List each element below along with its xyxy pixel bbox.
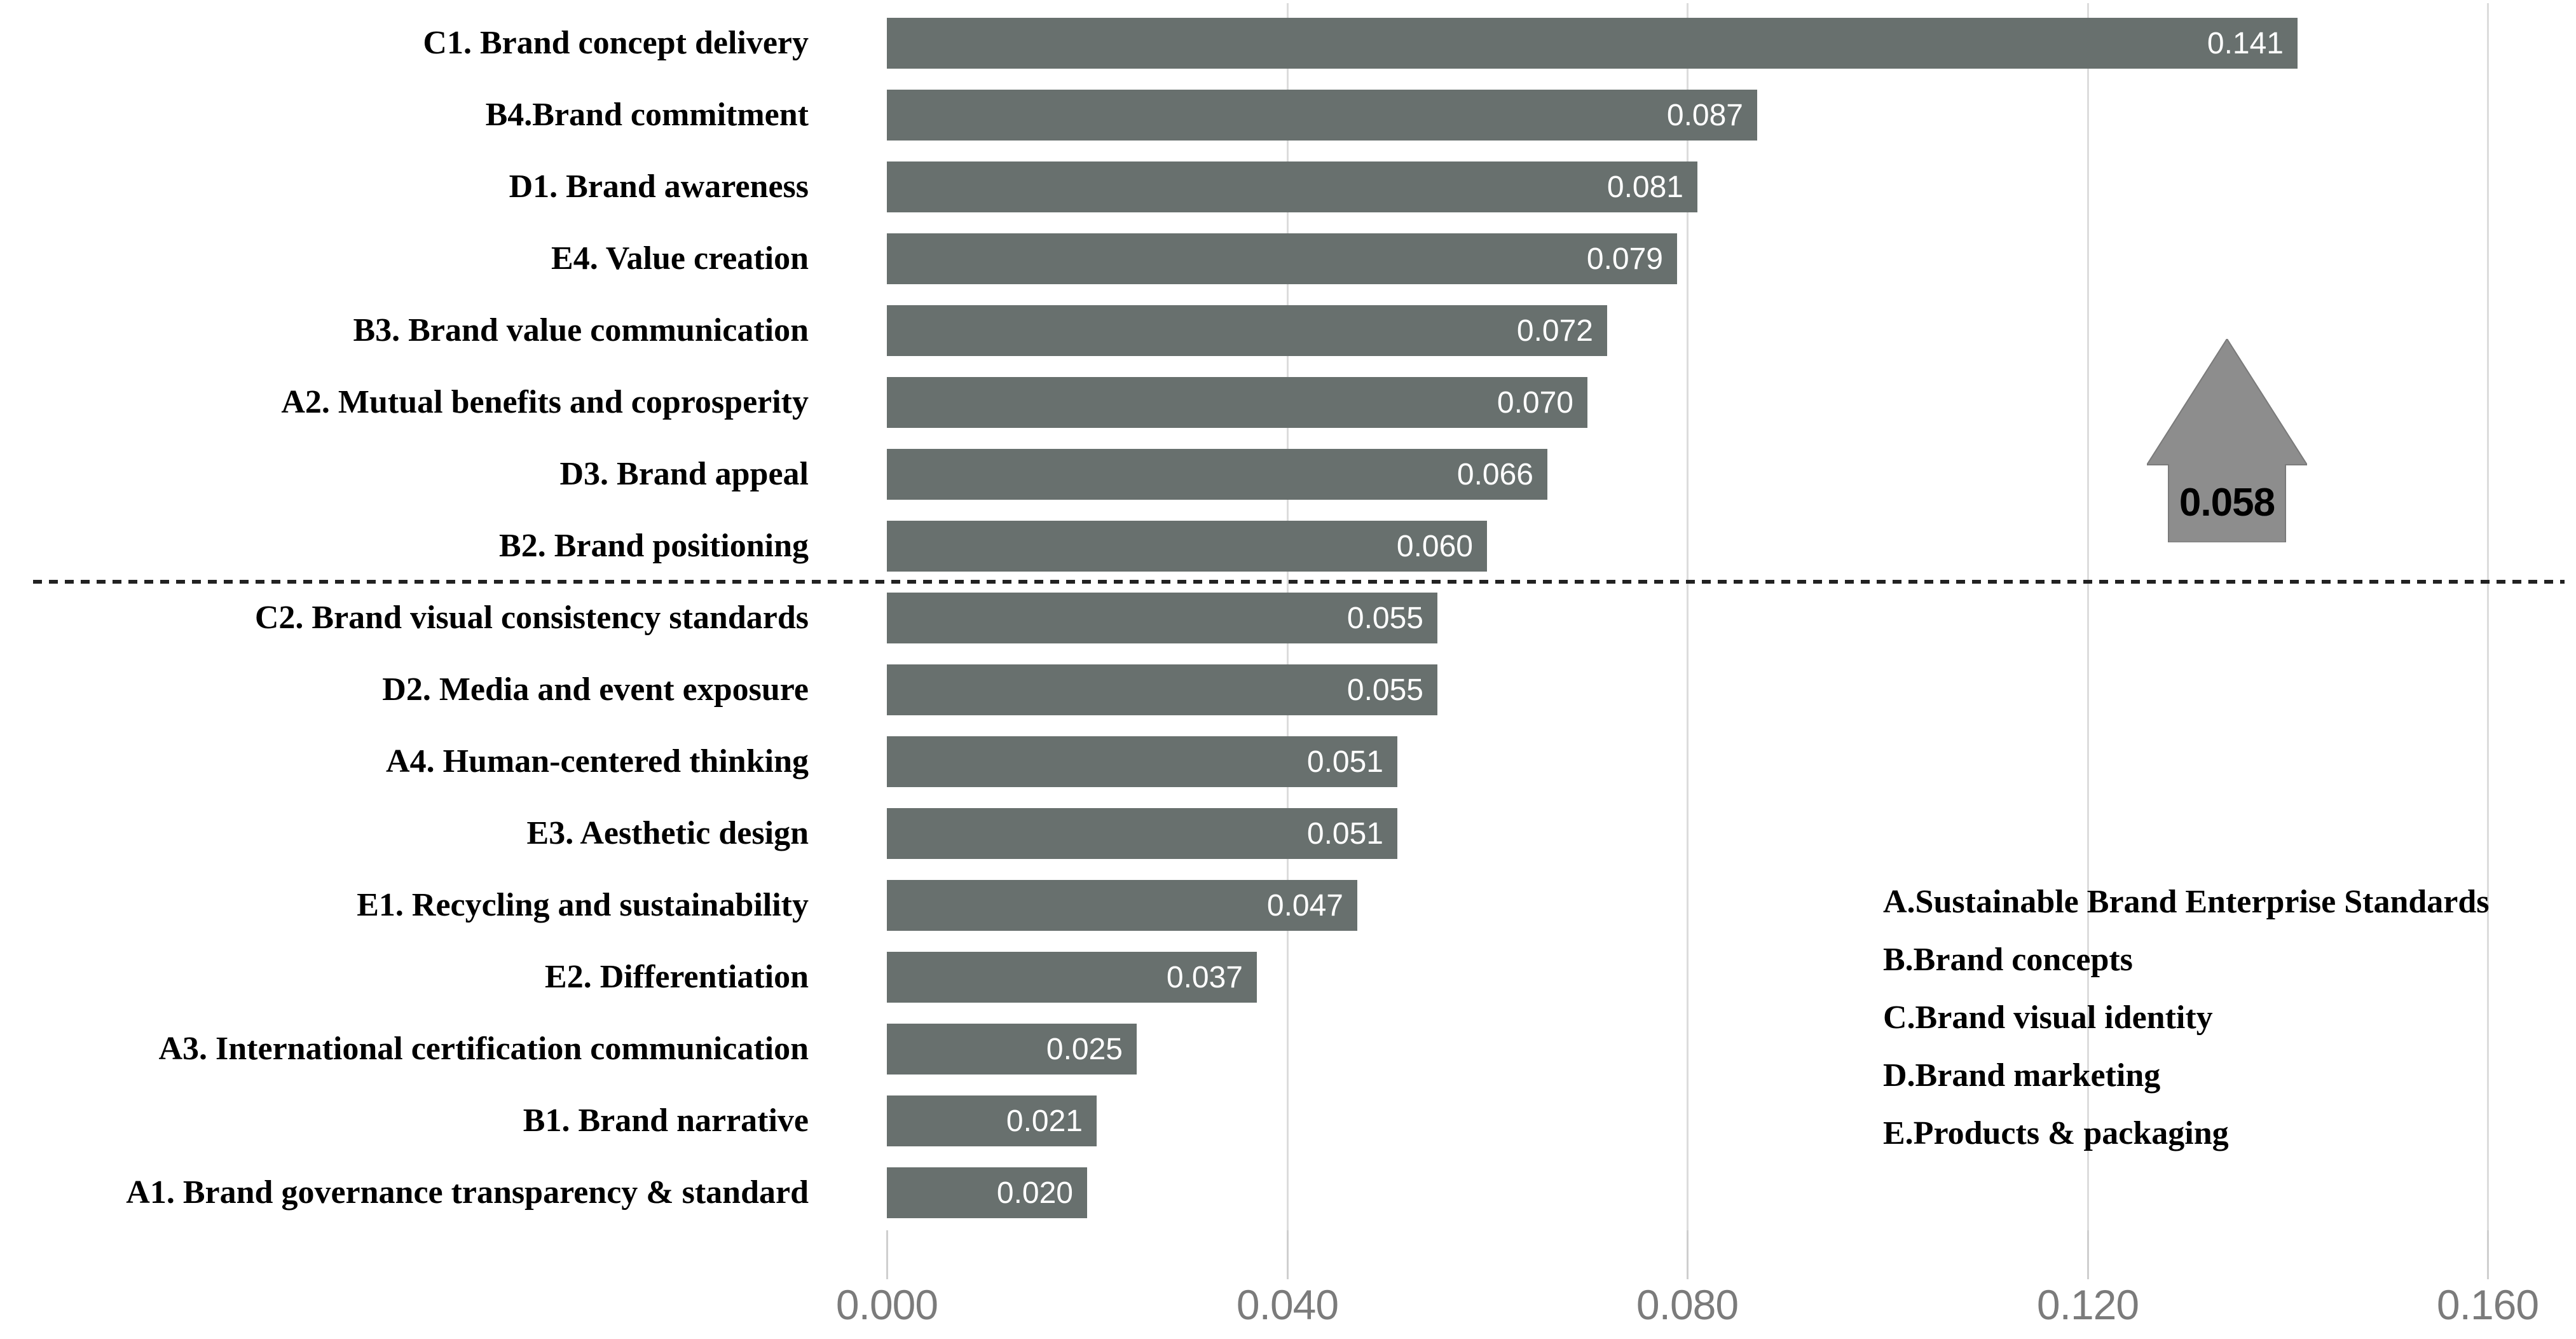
axis-tick-0.080 [1687,1230,1689,1279]
bar: 0.021 [887,1095,1097,1146]
chart-row: C2. Brand visual consistency standards 0.… [0,593,2576,643]
bar: 0.060 [887,521,1487,572]
legend-item: E.Products & packaging [1883,1115,2229,1151]
category-label: C2. Brand visual consistency standards [254,600,809,636]
category-label: A4. Human-centered thinking [386,743,809,779]
up-arrow-icon [2147,339,2307,542]
category-label: E4. Value creation [551,240,809,277]
chart-row: B4.Brand commitment 0.087 [0,90,2576,141]
chart-row: D1. Brand awareness 0.081 [0,161,2576,212]
bar-value-label: 0.087 [1666,99,1743,132]
axis-tick-label: 0.080 [1636,1281,1739,1328]
axis-tick-0.000 [886,1230,888,1279]
legend-item: A.Sustainable Brand Enterprise Standards [1883,884,2490,920]
chart-row: B1. Brand narrative 0.021 [0,1095,2576,1146]
chart-row: E3. Aesthetic design 0.051 [0,808,2576,859]
chart-row: B2. Brand positioning 0.060 [0,521,2576,572]
bar: 0.051 [887,808,1397,859]
chart-row: B3. Brand value communication 0.072 [0,305,2576,356]
axis-tick-label: 0.160 [2436,1281,2539,1328]
bar: 0.087 [887,90,1757,141]
bar-value-label: 0.070 [1497,386,1573,420]
bar-value-label: 0.079 [1586,242,1663,276]
bar: 0.020 [887,1167,1087,1218]
category-label: D1. Brand awareness [509,168,809,205]
chart-row: E2. Differentiation 0.037 [0,952,2576,1003]
threshold-arrow-value: 0.058 [2179,481,2275,525]
chart-row: A2. Mutual benefits and coprosperity 0.07… [0,377,2576,428]
category-label: E1. Recycling and sustainability [357,887,809,923]
category-label: D2. Media and event exposure [382,671,809,708]
chart-row: A4. Human-centered thinking 0.051 [0,736,2576,787]
bar: 0.025 [887,1024,1137,1075]
legend-item: C.Brand visual identity [1883,999,2213,1036]
bar-value-label: 0.020 [996,1176,1073,1210]
category-label: E2. Differentiation [545,959,809,995]
bar: 0.047 [887,880,1357,931]
legend-item: B.Brand concepts [1883,942,2133,978]
bar: 0.066 [887,449,1547,500]
gridline-0.160 [2487,3,2489,1279]
bar: 0.055 [887,593,1437,643]
axis-tick-label: 0.000 [835,1281,938,1328]
bar: 0.072 [887,305,1607,356]
category-label: A2. Mutual benefits and coprosperity [281,384,809,420]
category-label: D3. Brand appeal [559,456,809,492]
axis-tick-0.160 [2487,1230,2489,1279]
category-label: B4.Brand commitment [485,97,809,133]
chart-row: D2. Media and event exposure 0.055 [0,664,2576,715]
bar: 0.037 [887,952,1257,1003]
category-label: B1. Brand narrative [523,1102,809,1139]
chart-row: E1. Recycling and sustainability 0.047 [0,880,2576,931]
bar-value-label: 0.051 [1306,745,1383,779]
chart-row: A3. International certification communic… [0,1024,2576,1075]
bar-value-label: 0.072 [1516,314,1593,348]
chart-row: C1. Brand concept delivery 0.141 [0,18,2576,69]
bar: 0.081 [887,161,1697,212]
bar-value-label: 0.051 [1306,817,1383,851]
gridline-0.080 [1687,3,1689,1279]
legend-item: D.Brand marketing [1883,1057,2161,1094]
bar-value-label: 0.047 [1266,889,1343,923]
category-label: B2. Brand positioning [499,528,809,564]
bar-value-label: 0.055 [1346,673,1423,707]
bar-value-label: 0.141 [2207,27,2284,60]
bar-value-label: 0.021 [1006,1104,1083,1138]
bar: 0.051 [887,736,1397,787]
bar-value-label: 0.081 [1607,170,1683,204]
category-label: E3. Aesthetic design [526,815,809,851]
threshold-dashed-line [33,580,2565,584]
bar-value-label: 0.037 [1166,961,1243,994]
axis-tick-label: 0.040 [1236,1281,1339,1328]
category-label: A1. Brand governance transparency & stan… [126,1174,809,1211]
bar: 0.079 [887,233,1677,284]
legend: A.Sustainable Brand Enterprise Standards… [1883,873,2576,1162]
chart-row: E4. Value creation 0.079 [0,233,2576,284]
gridline-0.120 [2087,3,2089,1279]
bar: 0.141 [887,18,2298,69]
bar: 0.055 [887,664,1437,715]
axis-tick-label: 0.120 [2036,1281,2139,1328]
category-label: C1. Brand concept delivery [423,25,809,61]
bar-value-label: 0.060 [1396,530,1473,563]
bar-value-label: 0.055 [1346,601,1423,635]
category-label: A3. International certification communic… [158,1031,809,1067]
chart-row: A1. Brand governance transparency & stan… [0,1167,2576,1218]
category-label: B3. Brand value communication [353,312,809,348]
threshold-arrow-annotation: 0.058 [2147,339,2307,542]
axis-tick-0.120 [2087,1230,2089,1279]
bar: 0.070 [887,377,1587,428]
bar-value-label: 0.066 [1456,458,1533,491]
bar-value-label: 0.025 [1046,1033,1123,1066]
chart-row: D3. Brand appeal 0.066 [0,449,2576,500]
axis-tick-0.040 [1287,1230,1289,1279]
